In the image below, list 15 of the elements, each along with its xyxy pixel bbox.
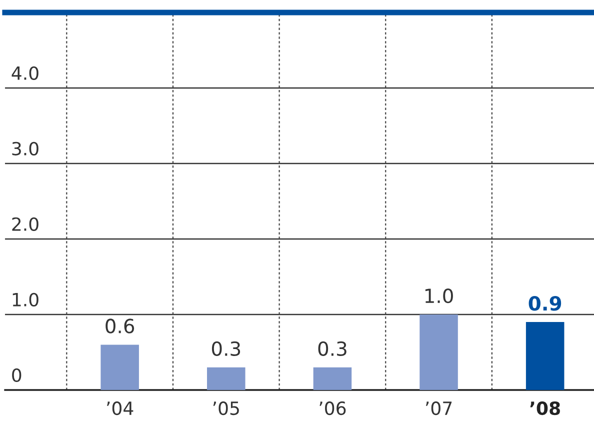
data-label: 0.3 [212, 341, 240, 356]
data-label: 0.3 [318, 341, 346, 356]
x-tick-label: ’05 [213, 401, 239, 416]
x-tick-label: ’07 [426, 401, 452, 416]
y-tick-label: 3.0 [12, 142, 38, 156]
x-tick-label: ’08 [530, 401, 560, 416]
data-label: 0.6 [106, 318, 134, 334]
y-tick-label: 2.0 [12, 217, 38, 231]
y-tick-label: 1.0 [12, 292, 38, 306]
x-tick-label: ’04 [107, 401, 134, 416]
y-tick-label: 4.0 [12, 66, 38, 80]
data-label: 0.9 [528, 296, 562, 311]
data-label: 1.0 [425, 288, 453, 304]
y-tick-label: 0 [12, 368, 22, 382]
x-tick-label: ’06 [320, 401, 346, 416]
